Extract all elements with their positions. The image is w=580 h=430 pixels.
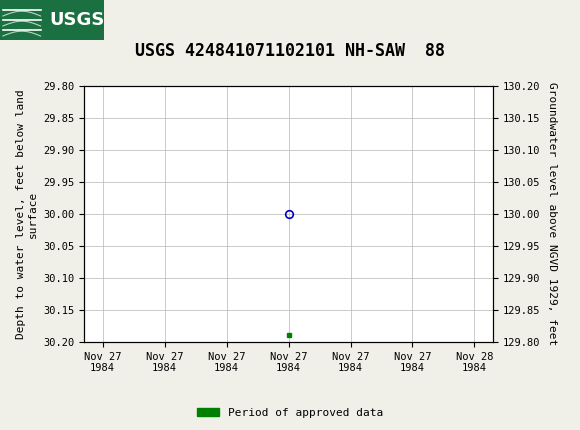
Text: USGS: USGS: [49, 11, 104, 29]
Text: USGS 424841071102101 NH-SAW  88: USGS 424841071102101 NH-SAW 88: [135, 42, 445, 60]
Legend: Period of approved data: Period of approved data: [193, 403, 387, 422]
Y-axis label: Depth to water level, feet below land
surface: Depth to water level, feet below land su…: [16, 89, 38, 339]
Bar: [0, 0, 104, 40]
Y-axis label: Groundwater level above NGVD 1929, feet: Groundwater level above NGVD 1929, feet: [547, 82, 557, 346]
